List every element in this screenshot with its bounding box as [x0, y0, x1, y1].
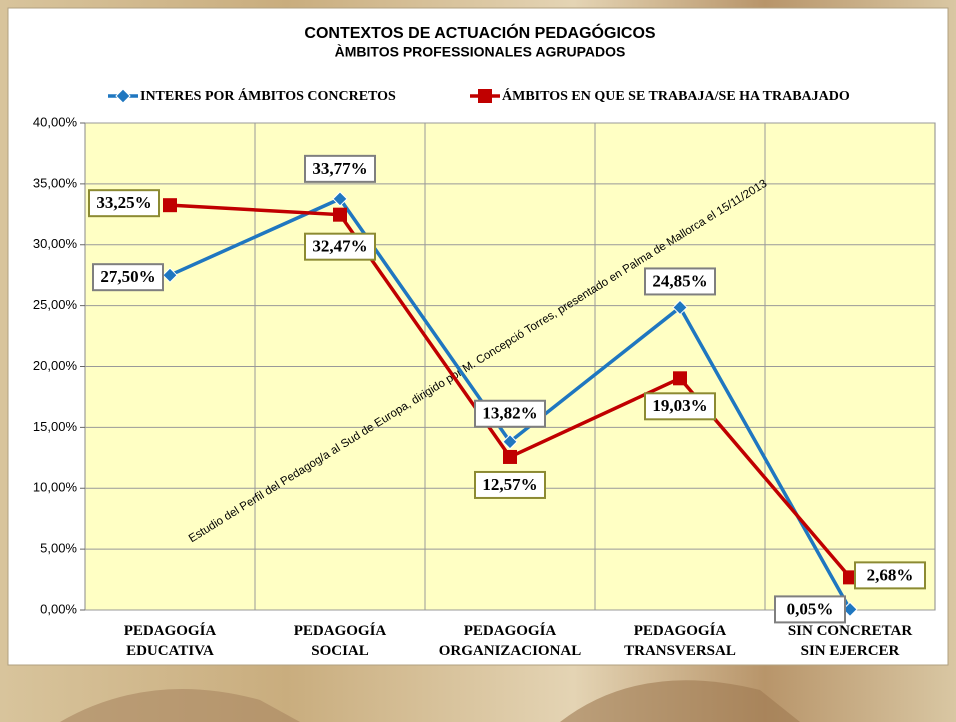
photo-shape [560, 680, 800, 722]
photo-shape [60, 689, 300, 722]
marker [673, 371, 687, 386]
y-tick-label: 25,00% [33, 297, 78, 312]
legend-label: INTERES POR ÁMBITOS CONCRETOS [140, 87, 396, 104]
legend-label: ÁMBITOS EN QUE SE TRABAJA/SE HA TRABAJAD… [502, 87, 850, 104]
y-tick-label: 40,00% [33, 114, 78, 129]
data-label-box [774, 595, 846, 624]
chart-title: CONTEXTOS DE ACTUACIÓN PEDAGÓGICOS [304, 23, 655, 42]
y-tick-label: 5,00% [40, 541, 77, 556]
marker [333, 207, 347, 222]
data-label: 0,05% [787, 599, 834, 618]
data-label-box [92, 263, 164, 292]
data-label-box [304, 232, 376, 261]
y-tick-label: 30,00% [33, 236, 78, 251]
y-tick-label: 15,00% [33, 419, 78, 434]
data-label-box [474, 399, 546, 428]
x-tick-label: PEDAGOGÍA TRANSVERSAL [624, 622, 736, 659]
x-tick-label: PEDAGOGÍA SOCIAL [294, 622, 387, 659]
data-label: 19,03% [652, 396, 707, 415]
marker [478, 89, 492, 103]
data-label: 13,82% [482, 404, 537, 423]
marker [163, 198, 177, 213]
marker [332, 191, 348, 207]
data-label-box [474, 470, 546, 499]
data-label-box [854, 561, 926, 590]
marker [162, 267, 178, 283]
data-label: 24,85% [652, 271, 707, 290]
x-tick-label: PEDAGOGÍA EDUCATIVA [124, 622, 217, 659]
y-tick-label: 10,00% [33, 480, 78, 495]
data-label: 27,50% [100, 267, 155, 286]
marker [672, 299, 688, 316]
x-tick-label: SIN CONCRETAR SIN EJERCER [788, 623, 912, 659]
data-label: 12,57% [482, 475, 537, 494]
data-label-box [644, 392, 716, 421]
marker [503, 449, 517, 464]
data-label-box [304, 154, 376, 183]
y-tick-label: 35,00% [33, 175, 78, 190]
chart-subtitle: ÀMBITOS PROFESSIONALES AGRUPADOS [335, 44, 626, 60]
marker [843, 570, 857, 585]
data-label: 33,25% [96, 193, 151, 212]
data-label: 33,77% [312, 159, 367, 178]
data-label-box [644, 267, 716, 296]
marker [115, 88, 131, 104]
data-label: 2,68% [867, 565, 914, 584]
y-tick-label: 0,00% [40, 601, 77, 616]
x-tick-label: PEDAGOGÍA ORGANIZACIONAL [439, 622, 582, 659]
y-tick-label: 20,00% [33, 358, 78, 373]
data-label-box [88, 189, 160, 218]
data-label: 32,47% [312, 237, 367, 256]
marker [502, 434, 518, 450]
